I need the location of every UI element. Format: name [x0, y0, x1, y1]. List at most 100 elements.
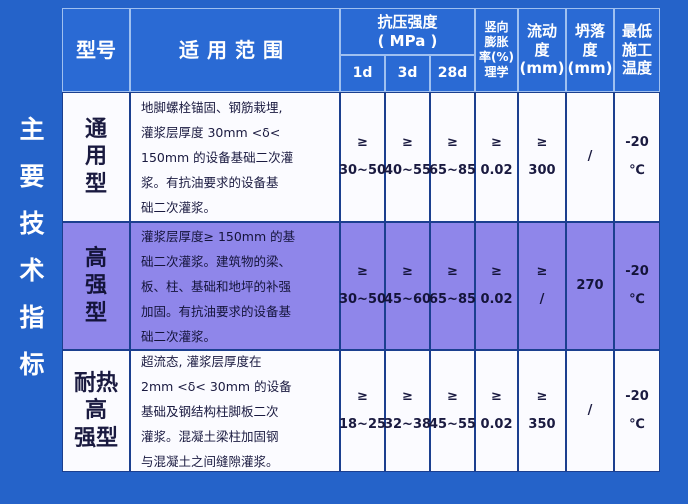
- cell-text: 施工: [621, 40, 652, 59]
- cell-text: 1d: [352, 64, 373, 81]
- cell-text: ≥: [357, 264, 368, 279]
- cell-text: 通: [84, 116, 107, 142]
- cell-text: -20: [625, 135, 649, 150]
- cell-text: ≥: [447, 264, 458, 279]
- cell-text: 流动: [526, 21, 557, 40]
- header-strength: 抗压强度( MPa ): [340, 8, 475, 55]
- side-label: 主要技术指标: [16, 116, 45, 398]
- cell-text: 0.02: [480, 292, 513, 307]
- cell-text: 强: [84, 273, 107, 299]
- cell-text: 0.02: [480, 163, 513, 178]
- cell-text: 抗压强度: [377, 12, 438, 31]
- cell-text: 强型: [73, 425, 118, 451]
- cell-text: 与混凝土之间缝隙灌浆。: [141, 453, 279, 469]
- value: -20 ℃: [614, 92, 660, 222]
- cell-text: ≥: [491, 389, 502, 404]
- cell-text: ≥: [491, 135, 502, 150]
- cell-text: 2mm <δ< 30mm 的设备: [141, 378, 292, 394]
- cell-text: ℃: [629, 417, 645, 432]
- cell-text: 温度: [621, 59, 652, 78]
- header-scope: 适用范围: [130, 8, 340, 92]
- scope: 灌浆层厚度≥ 150mm 的基 础二次灌浆。建筑物的梁、 板、柱、基础和地坪的补强加…: [130, 222, 340, 350]
- header-model: 型号: [62, 8, 130, 92]
- cell-text: 灌浆。混凝土梁柱加固钢: [141, 428, 279, 444]
- value: ≥ /: [518, 222, 566, 350]
- cell-text: 40~55: [383, 163, 432, 178]
- value: ≥300: [518, 92, 566, 222]
- header-slump: 坍落度 (mm): [566, 8, 614, 92]
- value: ≥40~55: [383, 92, 432, 222]
- header-day: 1d: [340, 55, 385, 92]
- cell-text: 础二次灌浆。建筑物的梁、: [141, 253, 292, 269]
- value: ≥0.02: [475, 350, 518, 472]
- cell-text: ≥: [491, 264, 502, 279]
- cell-text: 300: [528, 163, 556, 178]
- cell-text: 灌浆层厚度≥ 150mm 的基: [141, 228, 296, 244]
- value: /: [566, 350, 614, 472]
- cell-text: 3d: [397, 64, 418, 81]
- cell-text: 度: [582, 40, 598, 59]
- cell-text: 地脚螺栓锚固、钢筋栽埋,: [141, 99, 283, 115]
- value: ≥18~25: [338, 350, 387, 472]
- cell-text: (mm): [567, 59, 613, 78]
- cell-text: 率(%): [479, 50, 514, 64]
- cell-text: ≥: [447, 389, 458, 404]
- cell-text: ≥: [357, 389, 368, 404]
- cell-text: 适用范围: [179, 37, 291, 62]
- scope: 超流态, 灌浆层厚度在 2mm <δ< 30mm 的设备 基础及钢结构柱脚板二次 灌浆…: [130, 350, 340, 472]
- cell-text: ≥: [357, 135, 368, 150]
- value: ≥350: [518, 350, 566, 472]
- cell-text: 45~60: [383, 292, 432, 307]
- value: ≥45~55: [428, 350, 477, 472]
- header-temperature: 最低 施工 温度: [614, 8, 660, 92]
- cell-text: 0.02: [480, 417, 513, 432]
- cell-text: 350: [528, 417, 556, 432]
- cell-text: 耐热: [73, 370, 118, 396]
- value: ≥30~50: [338, 92, 387, 222]
- cell-text: (mm): [519, 59, 565, 78]
- cell-text: 28d: [437, 64, 468, 81]
- cell-text: 超流态, 灌浆层厚度在: [141, 353, 262, 369]
- cell-text: 竖向: [484, 20, 509, 34]
- value: ≥32~38: [384, 350, 431, 472]
- cell-text: 150mm 的设备基础二次灌: [141, 149, 294, 165]
- cell-text: ≥: [402, 264, 413, 279]
- cell-text: 理学: [484, 65, 509, 79]
- header-day: 28d: [430, 55, 475, 92]
- model: 通用型: [62, 92, 130, 222]
- cell-text: 型号: [76, 37, 116, 62]
- value: ≥0.02: [475, 222, 518, 350]
- value: -20 ℃: [614, 222, 660, 350]
- cell-text: 型: [84, 300, 107, 326]
- cell-text: 最低: [621, 21, 652, 40]
- cell-text: 30~50: [338, 163, 387, 178]
- cell-text: 45~55: [428, 417, 477, 432]
- cell-text: 基础及钢结构柱脚板二次: [141, 403, 279, 419]
- cell-text: 18~25: [338, 417, 387, 432]
- cell-text: 础二次灌浆。: [141, 328, 217, 344]
- value: ≥30~50: [339, 222, 386, 350]
- cell-text: /: [539, 292, 545, 307]
- header-flow: 流动度 (mm): [518, 8, 566, 92]
- cell-text: 度: [534, 40, 550, 59]
- value: ≥45~60: [383, 222, 432, 350]
- cell-text: 高: [84, 245, 107, 271]
- value: /: [566, 92, 614, 222]
- value: ≥0.02: [475, 92, 518, 222]
- cell-text: 65~85: [428, 163, 477, 178]
- cell-text: 浆。有抗油要求的设备基: [141, 174, 279, 190]
- value: ≥65~85: [428, 92, 477, 222]
- cell-text: 础二次灌浆。: [141, 199, 217, 215]
- cell-text: ℃: [629, 292, 645, 307]
- model: 高强型: [62, 222, 130, 350]
- cell-text: ≥: [447, 135, 458, 150]
- cell-text: 270: [576, 278, 604, 293]
- cell-text: 用: [84, 144, 107, 170]
- cell-text: 坍落: [574, 21, 605, 40]
- cell-text: 高: [84, 398, 107, 424]
- header-expansion: 竖向 膨胀 率(%) 理学: [475, 8, 518, 92]
- cell-text: 板、柱、基础和地坪的补强: [141, 278, 292, 294]
- cell-text: ( MPa ): [377, 31, 438, 50]
- cell-text: ≥: [536, 264, 548, 279]
